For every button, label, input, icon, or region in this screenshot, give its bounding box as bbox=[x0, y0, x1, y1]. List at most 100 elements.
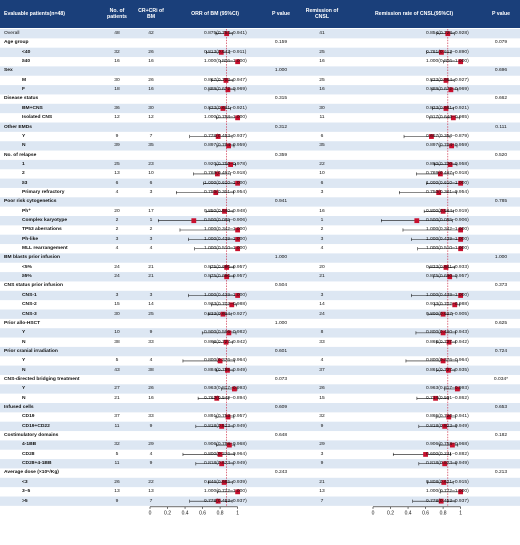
row-label: Y bbox=[22, 386, 26, 392]
ci-orr bbox=[207, 480, 233, 485]
cell-rem: 9 bbox=[320, 423, 324, 429]
x-tick-label-cnsl: 1 bbox=[459, 510, 462, 516]
ci-cnsl bbox=[430, 78, 455, 83]
row-label: <3 bbox=[22, 479, 28, 485]
point-cnsl bbox=[437, 171, 443, 177]
cell-orr: 0.875(0.690–0.957) bbox=[204, 264, 247, 270]
cell-orr: 0.762(0.549–0.894) bbox=[204, 395, 247, 401]
point-cnsl bbox=[443, 78, 449, 83]
cell-cr: 3 bbox=[149, 236, 153, 242]
row-label: Poor risk cytogenetics bbox=[4, 199, 57, 205]
cell-rate: 0.818(0.523–0.949) bbox=[426, 423, 469, 429]
point-cnsl bbox=[436, 190, 442, 196]
cell-p2: 0.111 bbox=[495, 124, 507, 130]
cell-n: 16 bbox=[114, 59, 120, 65]
row-stripe bbox=[0, 141, 520, 151]
cell-p1: 0.504 bbox=[274, 283, 288, 289]
cell-cr: 42 bbox=[148, 31, 154, 36]
row-label: 2 bbox=[22, 171, 25, 177]
cell-cr: 26 bbox=[148, 386, 154, 392]
cell-n: 25 bbox=[114, 161, 120, 167]
cell-rate: 0.833(0.681–0.921) bbox=[426, 105, 469, 111]
ci-orr bbox=[189, 134, 233, 139]
point-orr bbox=[223, 78, 229, 83]
cell-rem: 3 bbox=[320, 292, 324, 298]
ci-orr bbox=[215, 368, 234, 372]
cell-n: 32 bbox=[114, 49, 120, 55]
header-orr: ORR of BM (95%CI) bbox=[191, 11, 239, 17]
point-orr bbox=[226, 143, 231, 149]
cell-cr: 35 bbox=[148, 143, 154, 149]
ci-cnsl bbox=[412, 499, 456, 503]
cell-orr: 0.933(0.702–0.988) bbox=[204, 302, 247, 308]
cell-p2: 0.653 bbox=[494, 405, 508, 410]
ci-orr bbox=[208, 88, 236, 92]
ci-orr bbox=[213, 340, 233, 344]
cell-orr: 1.000(0.439–1.000) bbox=[204, 292, 247, 298]
cell-orr: 0.813(0.647–0.911) bbox=[204, 49, 247, 55]
row-stripe bbox=[0, 253, 520, 263]
row-label: No. of relapse bbox=[4, 152, 37, 158]
cell-rem: 10 bbox=[319, 171, 325, 177]
point-orr bbox=[235, 293, 241, 298]
row-stripe bbox=[0, 234, 520, 245]
ci-cnsl bbox=[399, 191, 457, 195]
cell-n: 9 bbox=[115, 133, 119, 139]
cell-n: 5 bbox=[115, 451, 119, 457]
cell-rate: 1.000(0.439–1.000) bbox=[426, 292, 469, 298]
cell-p1: 0.601 bbox=[274, 348, 288, 354]
ci-cnsl bbox=[427, 312, 453, 316]
ci-cnsl bbox=[392, 452, 451, 457]
cell-cr: 26 bbox=[148, 49, 154, 55]
cell-cr: 16 bbox=[148, 395, 154, 401]
table-header: Evaluable patients(n=48) No. of patients… bbox=[0, 0, 520, 28]
cell-p1: 0.648 bbox=[274, 433, 288, 439]
point-orr bbox=[224, 274, 230, 280]
cell-n: 15 bbox=[114, 302, 120, 308]
point-orr bbox=[221, 480, 227, 485]
row-label: Infused cells bbox=[4, 405, 34, 410]
cell-rate: 0.500(0.095–0.906) bbox=[426, 218, 469, 223]
row-label: >5 bbox=[22, 498, 28, 504]
cell-cr: 4 bbox=[149, 451, 153, 457]
cell-cr: 17 bbox=[148, 208, 154, 214]
header-rem: Remission of CNSL bbox=[305, 8, 339, 20]
cell-rate: 1.000(0.806–1.000) bbox=[426, 59, 469, 65]
point-cnsl bbox=[433, 395, 438, 401]
row-label: F bbox=[22, 87, 25, 93]
point-orr bbox=[235, 227, 241, 233]
point-cnsl bbox=[458, 236, 464, 242]
cell-rate: 0.818(0.523–0.949) bbox=[426, 461, 469, 467]
cell-rem: 21 bbox=[319, 274, 325, 280]
point-cnsl bbox=[423, 452, 428, 457]
cell-orr: 0.963(0.817–0.993) bbox=[204, 386, 247, 392]
header-p1: P value bbox=[271, 11, 291, 17]
point-orr bbox=[226, 330, 232, 336]
ci-orr bbox=[206, 50, 231, 54]
row-stripe bbox=[0, 290, 520, 301]
row-label: Sex bbox=[4, 68, 13, 74]
x-tick-label-orr: 1 bbox=[236, 510, 239, 516]
cell-p1: 0.312 bbox=[274, 124, 288, 130]
cell-n: 24 bbox=[114, 274, 120, 280]
point-cnsl bbox=[449, 442, 455, 448]
ci-cnsl bbox=[403, 134, 451, 139]
row-stripe bbox=[0, 365, 520, 375]
x-tick-label-cnsl: 0.8 bbox=[440, 510, 447, 516]
ci-cnsl bbox=[405, 359, 458, 363]
point-orr bbox=[235, 246, 241, 252]
cell-orr: 0.818(0.523–0.949) bbox=[204, 423, 247, 429]
cell-orr: 0.833(0.664–0.927) bbox=[204, 311, 247, 317]
cell-cr: 33 bbox=[148, 339, 154, 345]
header-p2: P value bbox=[491, 11, 511, 17]
cell-cr: 4 bbox=[149, 358, 153, 364]
row-label: N bbox=[22, 367, 26, 373]
row-label: CD19 bbox=[22, 414, 35, 420]
cell-cr: 26 bbox=[148, 77, 154, 83]
cell-n: 11 bbox=[114, 461, 120, 467]
cell-orr: 0.891(0.753–0.957) bbox=[204, 414, 247, 420]
row-label: CD19+CD22 bbox=[22, 423, 50, 429]
cell-rem: 1 bbox=[320, 218, 324, 223]
row-label: 4-1BB bbox=[22, 442, 37, 448]
cell-rate: 0.861(0.727–0.935) bbox=[426, 367, 469, 373]
